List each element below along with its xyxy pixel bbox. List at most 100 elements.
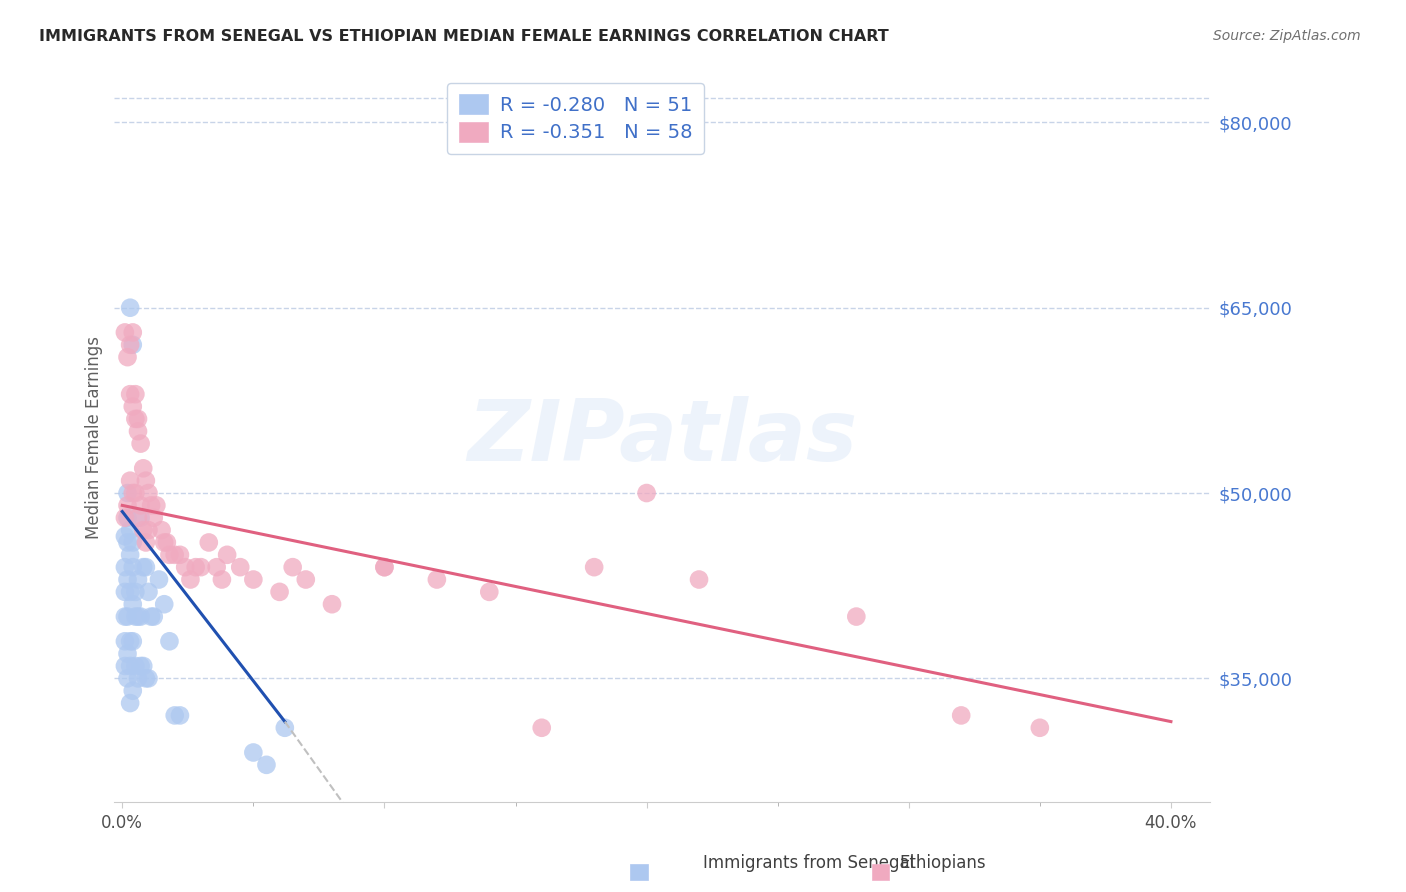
Point [583, 560, 606, 574]
Point [117, 350, 139, 364]
Point [120, 474, 142, 488]
Point [120, 523, 142, 537]
Point [129, 510, 152, 524]
Point [530, 721, 553, 735]
Point [229, 560, 252, 574]
Point [179, 573, 201, 587]
Point [256, 757, 278, 772]
Point [950, 708, 973, 723]
Point [426, 573, 449, 587]
Point [139, 499, 162, 513]
Point [121, 634, 143, 648]
Point [124, 486, 146, 500]
Point [190, 560, 212, 574]
Point [132, 461, 155, 475]
Point [121, 400, 143, 414]
Text: Ethiopians: Ethiopians [900, 855, 987, 872]
Point [127, 424, 149, 438]
Point [294, 573, 316, 587]
Point [845, 609, 868, 624]
Point [139, 609, 162, 624]
Point [127, 412, 149, 426]
Point [169, 708, 191, 723]
Point [121, 535, 143, 549]
Point [184, 560, 207, 574]
Point [120, 634, 142, 648]
Point [120, 548, 142, 562]
Point [114, 585, 136, 599]
Text: Immigrants from Senegal: Immigrants from Senegal [703, 855, 914, 872]
Point [117, 486, 139, 500]
Point [242, 573, 264, 587]
Point [127, 609, 149, 624]
Point [211, 573, 233, 587]
Point [120, 659, 142, 673]
Point [114, 529, 136, 543]
Point [117, 535, 139, 549]
Point [169, 548, 191, 562]
Point [129, 659, 152, 673]
Point [117, 671, 139, 685]
Point [124, 609, 146, 624]
Point [127, 573, 149, 587]
Point [129, 436, 152, 450]
Point [120, 387, 142, 401]
Point [138, 585, 160, 599]
Point [121, 597, 143, 611]
Point [120, 585, 142, 599]
Point [121, 326, 143, 340]
Point [117, 510, 139, 524]
Point [135, 535, 157, 549]
Point [197, 535, 219, 549]
Point [114, 634, 136, 648]
Point [114, 560, 136, 574]
Point [135, 671, 157, 685]
Point [217, 548, 239, 562]
Point [242, 746, 264, 760]
Point [153, 535, 176, 549]
Point [138, 523, 160, 537]
Point [159, 634, 181, 648]
Point [269, 585, 291, 599]
Point [124, 585, 146, 599]
Point [120, 301, 142, 315]
Point [114, 510, 136, 524]
Point [163, 708, 186, 723]
Point [163, 548, 186, 562]
Point [174, 560, 197, 574]
Point [129, 609, 152, 624]
Point [153, 597, 176, 611]
Point [138, 486, 160, 500]
Point [135, 474, 157, 488]
Point [274, 721, 297, 735]
Point [120, 696, 142, 710]
Point [114, 326, 136, 340]
Legend: R = -0.280   N = 51, R = -0.351   N = 58: R = -0.280 N = 51, R = -0.351 N = 58 [447, 83, 704, 154]
Point [148, 573, 170, 587]
Point [636, 486, 658, 500]
Point [1029, 721, 1052, 735]
Point [124, 659, 146, 673]
Point [478, 585, 501, 599]
Point [159, 548, 181, 562]
Point [121, 683, 143, 698]
Point [321, 597, 343, 611]
Point [117, 609, 139, 624]
Point [688, 573, 710, 587]
Point [129, 499, 152, 513]
Point [132, 659, 155, 673]
Point [117, 499, 139, 513]
Point [121, 338, 143, 352]
Point [150, 523, 173, 537]
Point [142, 609, 165, 624]
Point [114, 659, 136, 673]
Point [156, 535, 179, 549]
Point [127, 510, 149, 524]
Point [114, 609, 136, 624]
Point [132, 523, 155, 537]
Text: Source: ZipAtlas.com: Source: ZipAtlas.com [1213, 29, 1361, 43]
Text: ZIPatlas: ZIPatlas [467, 396, 858, 479]
Point [138, 671, 160, 685]
Point [117, 573, 139, 587]
Point [373, 560, 395, 574]
